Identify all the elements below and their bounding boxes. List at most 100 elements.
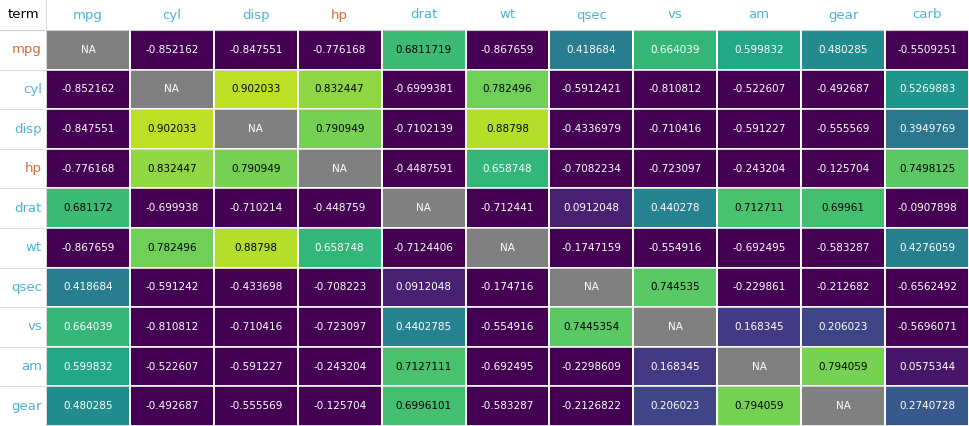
Text: -0.243204: -0.243204 [733,164,786,174]
FancyBboxPatch shape [297,268,382,307]
Text: NA: NA [752,362,766,371]
Text: 0.4276059: 0.4276059 [899,243,955,253]
FancyBboxPatch shape [297,109,382,149]
Text: -0.4487591: -0.4487591 [393,164,453,174]
Text: -0.1747159: -0.1747159 [561,243,621,253]
Text: -0.723097: -0.723097 [648,164,702,174]
FancyBboxPatch shape [465,228,549,268]
FancyBboxPatch shape [297,30,382,69]
Text: 0.832447: 0.832447 [147,164,197,174]
Text: 0.712711: 0.712711 [735,203,784,213]
Text: NA: NA [584,282,599,292]
Text: 0.6811719: 0.6811719 [395,45,452,55]
FancyBboxPatch shape [465,188,549,228]
Text: 0.4402785: 0.4402785 [395,322,452,332]
Text: -0.554916: -0.554916 [481,322,534,332]
Text: 0.418684: 0.418684 [567,45,616,55]
Text: am: am [749,9,769,21]
FancyBboxPatch shape [214,347,297,386]
FancyBboxPatch shape [634,307,717,347]
FancyBboxPatch shape [382,386,465,426]
FancyBboxPatch shape [885,347,969,386]
FancyBboxPatch shape [717,228,801,268]
FancyBboxPatch shape [801,30,885,69]
FancyBboxPatch shape [382,149,465,188]
Text: cyl: cyl [163,9,181,21]
Text: -0.710416: -0.710416 [229,322,282,332]
FancyBboxPatch shape [634,347,717,386]
Text: -0.174716: -0.174716 [481,282,534,292]
FancyBboxPatch shape [214,228,297,268]
FancyBboxPatch shape [801,69,885,109]
Text: -0.5912421: -0.5912421 [561,84,621,95]
Text: -0.591227: -0.591227 [733,124,786,134]
Text: 0.3949769: 0.3949769 [899,124,955,134]
FancyBboxPatch shape [634,109,717,149]
Text: -0.5509251: -0.5509251 [897,45,957,55]
Text: 0.69961: 0.69961 [822,203,864,213]
Text: -0.712441: -0.712441 [481,203,534,213]
Text: -0.555569: -0.555569 [817,124,870,134]
FancyBboxPatch shape [465,347,549,386]
FancyBboxPatch shape [465,386,549,426]
Text: -0.243204: -0.243204 [313,362,366,371]
Text: -0.492687: -0.492687 [145,401,199,411]
Text: 0.7127111: 0.7127111 [395,362,452,371]
FancyBboxPatch shape [46,109,130,149]
FancyBboxPatch shape [297,69,382,109]
FancyBboxPatch shape [634,268,717,307]
Text: -0.723097: -0.723097 [313,322,366,332]
Text: 0.88798: 0.88798 [486,124,529,134]
FancyBboxPatch shape [46,347,130,386]
Text: -0.522607: -0.522607 [733,84,786,95]
Text: vs: vs [668,9,683,21]
Text: 0.440278: 0.440278 [650,203,700,213]
FancyBboxPatch shape [801,307,885,347]
Text: drat: drat [410,9,437,21]
FancyBboxPatch shape [382,268,465,307]
FancyBboxPatch shape [801,268,885,307]
FancyBboxPatch shape [130,228,214,268]
FancyBboxPatch shape [297,307,382,347]
Text: 0.206023: 0.206023 [819,322,868,332]
Text: -0.708223: -0.708223 [313,282,366,292]
Text: carb: carb [912,9,942,21]
FancyBboxPatch shape [801,228,885,268]
Text: 0.6996101: 0.6996101 [395,401,452,411]
FancyBboxPatch shape [634,386,717,426]
FancyBboxPatch shape [130,307,214,347]
FancyBboxPatch shape [130,30,214,69]
Text: disp: disp [242,9,269,21]
Text: NA: NA [248,124,264,134]
FancyBboxPatch shape [717,69,801,109]
Text: wt: wt [499,9,516,21]
FancyBboxPatch shape [46,268,130,307]
Text: -0.847551: -0.847551 [229,45,282,55]
Text: -0.2126822: -0.2126822 [561,401,621,411]
FancyBboxPatch shape [46,69,130,109]
Text: am: am [21,360,42,373]
FancyBboxPatch shape [717,347,801,386]
Text: 0.664039: 0.664039 [63,322,112,332]
Text: 0.902033: 0.902033 [231,84,280,95]
Text: -0.6999381: -0.6999381 [393,84,453,95]
FancyBboxPatch shape [885,307,969,347]
FancyBboxPatch shape [214,30,297,69]
FancyBboxPatch shape [214,188,297,228]
FancyBboxPatch shape [885,228,969,268]
FancyBboxPatch shape [382,228,465,268]
Text: -0.522607: -0.522607 [145,362,199,371]
Text: 0.794059: 0.794059 [735,401,784,411]
Text: -0.5696071: -0.5696071 [897,322,957,332]
Text: 0.599832: 0.599832 [63,362,112,371]
FancyBboxPatch shape [46,386,130,426]
FancyBboxPatch shape [549,69,634,109]
Text: 0.418684: 0.418684 [63,282,112,292]
FancyBboxPatch shape [801,109,885,149]
Text: -0.7082234: -0.7082234 [561,164,621,174]
FancyBboxPatch shape [130,386,214,426]
FancyBboxPatch shape [717,386,801,426]
FancyBboxPatch shape [801,347,885,386]
FancyBboxPatch shape [549,188,634,228]
Text: 0.664039: 0.664039 [650,45,700,55]
